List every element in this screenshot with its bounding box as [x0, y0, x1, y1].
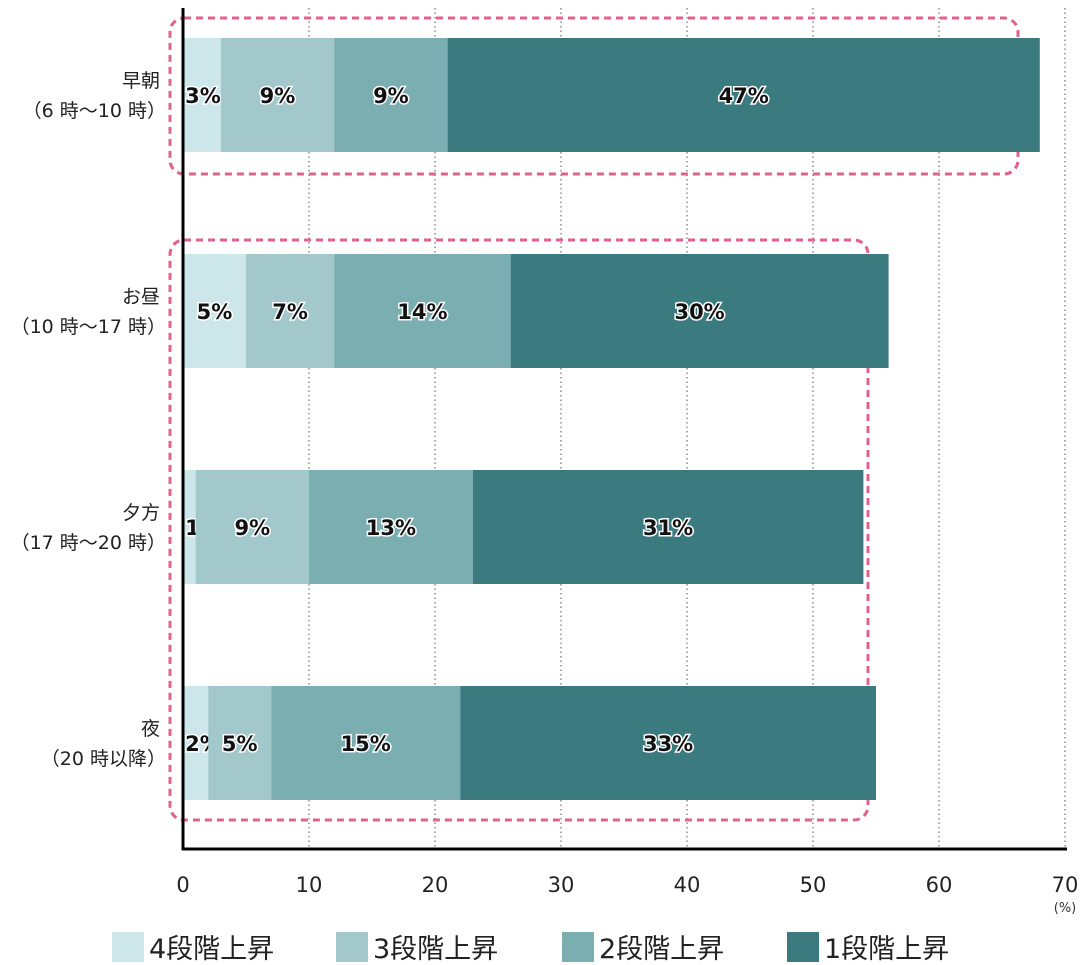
bar-data-label-1-2: 14% [397, 300, 447, 324]
category-label-2-line1: 夕方 [122, 502, 160, 524]
category-label-1-line2: （10 時〜17 時） [11, 316, 166, 338]
x-tick-label-0: 0 [176, 873, 189, 897]
legend-label-2: 2段階上昇 [599, 934, 724, 965]
category-label-0-line1: 早朝 [122, 70, 160, 92]
x-tick-label-40: 40 [674, 873, 701, 897]
bar-segment-2-2 [309, 470, 473, 584]
legend-swatch-3 [787, 932, 819, 962]
bars: 3%9%9%47%5%7%14%30%1%9%13%31%2%5%15%33% [183, 38, 1040, 800]
category-label-1-line1: お昼 [122, 286, 160, 308]
bar-data-label-0-0: 3% [185, 84, 221, 108]
bar-data-label-1-1: 7% [272, 300, 308, 324]
legend-label-0: 4段階上昇 [149, 934, 274, 965]
legend-item-1: 3段階上昇 [336, 932, 498, 965]
category-label-2-line2: （17 時〜20 時） [11, 532, 166, 554]
bar-data-label-0-1: 9% [260, 84, 296, 108]
x-tick-label-20: 20 [422, 873, 449, 897]
x-tick-label-10: 10 [296, 873, 323, 897]
legend-item-0: 4段階上昇 [112, 932, 274, 965]
category-labels: 早朝 （6 時〜10 時） お昼 （10 時〜17 時） 夕方 （17 時〜20 時） 夜 （… [11, 70, 166, 770]
bar-segment-0-1 [220, 38, 335, 152]
category-label-3-line2: （20 時以降） [41, 748, 166, 770]
bar-data-label-3-1: 5% [222, 732, 258, 756]
category-label-0-line2: （6 時〜10 時） [23, 100, 166, 122]
bar-data-label-3-2: 15% [341, 732, 391, 756]
legend-item-2: 2段階上昇 [562, 932, 724, 965]
legend-item-3: 1段階上昇 [787, 932, 949, 965]
bar-segment-0-3 [447, 38, 1040, 152]
x-tick-label-70: 70 [1052, 873, 1079, 897]
bar-segment-2-0 [183, 470, 196, 584]
axes [181, 8, 1067, 851]
bar-segment-1-2 [334, 254, 511, 368]
bar-segment-1-0 [183, 254, 246, 368]
bar-data-label-0-2: 9% [373, 84, 409, 108]
bar-row-0: 3% 9% 9% 47% [183, 38, 1040, 152]
bar-segment-0-2 [334, 38, 448, 152]
bar-data-label-1-3: 30% [674, 300, 724, 324]
bar-segment-3-0 [183, 686, 209, 800]
bar-data-label-2-3: 31% [643, 516, 693, 540]
bar-data-label-2-1: 9% [234, 516, 270, 540]
bar-data-label-3-3: 33% [643, 732, 693, 756]
legend-label-3: 1段階上昇 [824, 934, 949, 965]
x-unit-label: (%) [1054, 901, 1077, 916]
bar-segment-1-1 [246, 254, 335, 368]
bar-row-1: 5% 7% 14% 30% [183, 254, 889, 368]
legend-swatch-2 [562, 932, 594, 962]
x-tick-label-50: 50 [800, 873, 827, 897]
bar-segment-3-1 [208, 686, 272, 800]
bar-row-2: 1%9%13%31% [183, 470, 864, 584]
bar-segment-2-1 [195, 470, 309, 584]
bar-segment-1-3 [510, 254, 889, 368]
bar-segment-2-3 [472, 470, 864, 584]
x-tick-labels: 0 10 20 30 40 50 60 70 (%) [176, 873, 1078, 916]
x-tick-label-30: 30 [548, 873, 575, 897]
highlight-box-1 [168, 238, 870, 822]
legend-swatch-0 [112, 932, 144, 962]
bar-data-label-1-0: 5% [197, 300, 233, 324]
legend-label-1: 3段階上昇 [373, 934, 498, 965]
bar-segment-3-3 [460, 686, 876, 800]
x-tick-label-60: 60 [926, 873, 953, 897]
bar-segment-0-0 [183, 38, 221, 152]
category-label-3-line1: 夜 [141, 718, 160, 740]
bar-segment-3-2 [271, 686, 461, 800]
legend-swatch-1 [336, 932, 368, 962]
bar-data-label-2-2: 13% [366, 516, 416, 540]
bar-row-3: 2% 5% 15% 33% [183, 686, 876, 800]
legend: 4段階上昇 3段階上昇 2段階上昇 1段階上昇 [112, 932, 949, 965]
bar-data-label-0-3: 47% [719, 84, 769, 108]
